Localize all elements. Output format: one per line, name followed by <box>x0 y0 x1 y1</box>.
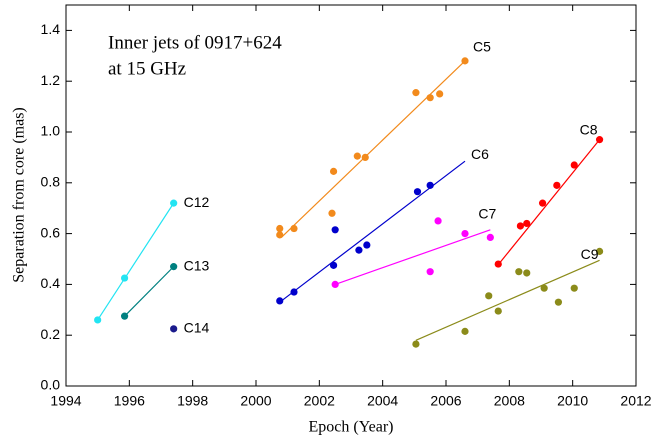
data-point <box>515 268 523 276</box>
fit-line <box>124 266 175 317</box>
data-point <box>523 269 531 277</box>
data-point <box>461 230 469 238</box>
x-tick-label: 2006 <box>430 393 461 409</box>
data-point <box>426 181 434 189</box>
annotation: at 15 GHz <box>108 58 186 79</box>
data-point <box>120 312 129 320</box>
data-point <box>329 261 338 269</box>
data-point <box>570 161 578 169</box>
series-label: C8 <box>580 121 598 137</box>
fit-line <box>280 60 466 238</box>
data-point <box>595 247 604 255</box>
data-point <box>494 260 502 268</box>
x-tick-label: 2002 <box>304 393 335 409</box>
data-point <box>355 246 363 254</box>
data-point <box>570 284 578 292</box>
series-label: C12 <box>184 194 210 210</box>
y-tick-label: 0.0 <box>41 377 61 393</box>
data-point <box>461 57 469 65</box>
data-point <box>94 316 102 324</box>
data-point <box>329 167 338 175</box>
data-point <box>426 268 434 276</box>
data-point <box>434 217 442 225</box>
data-point <box>516 222 525 230</box>
x-tick-label: 1994 <box>50 393 81 409</box>
data-point <box>461 327 469 335</box>
y-tick-label: 0.4 <box>41 275 61 291</box>
data-point <box>412 340 420 348</box>
y-tick-label: 0.2 <box>41 326 61 342</box>
data-point <box>553 181 561 189</box>
x-tick-label: 2008 <box>494 393 525 409</box>
data-point <box>595 136 604 144</box>
data-point <box>363 241 371 249</box>
data-point <box>170 325 178 333</box>
data-point <box>412 89 420 97</box>
data-point <box>170 263 178 271</box>
data-point <box>290 288 298 296</box>
data-point <box>361 153 369 161</box>
data-point <box>290 224 298 233</box>
fit-line <box>415 259 600 341</box>
x-tick-label: 1996 <box>114 393 145 409</box>
data-point <box>120 274 129 282</box>
y-axis-label: Separation from core (mas) <box>11 107 28 282</box>
y-tick-label: 0.6 <box>41 224 61 240</box>
series-label: C9 <box>581 246 599 262</box>
data-point <box>523 219 531 228</box>
series-label: C7 <box>478 205 496 221</box>
series-label: C5 <box>473 39 491 55</box>
data-point <box>436 90 444 98</box>
annotation: Inner jets of 0917+624 <box>108 32 282 53</box>
x-tick-label: 2000 <box>240 393 271 409</box>
series-label: C6 <box>471 146 489 162</box>
data-point <box>540 284 548 292</box>
x-tick-label: 1998 <box>177 393 208 409</box>
data-point <box>353 152 361 160</box>
y-tick-label: 0.8 <box>41 174 61 190</box>
series-label: C13 <box>184 257 210 273</box>
fit-line <box>279 160 466 303</box>
y-tick-label: 1.4 <box>41 21 61 37</box>
data-point <box>494 307 502 315</box>
x-tick-label: 2004 <box>367 393 398 409</box>
y-tick-label: 1.2 <box>41 72 61 88</box>
data-point <box>328 209 336 217</box>
data-point <box>331 226 339 234</box>
data-point <box>413 188 422 196</box>
x-tick-label: 2010 <box>557 393 588 409</box>
x-axis-label: Epoch (Year) <box>308 419 393 436</box>
fit-line <box>97 202 175 321</box>
plot-frame <box>65 4 637 387</box>
data-point <box>538 199 547 207</box>
data-point <box>554 298 563 306</box>
data-point <box>426 94 434 102</box>
data-point <box>485 292 493 300</box>
x-tick-label: 2012 <box>620 393 651 409</box>
data-point <box>276 231 284 239</box>
data-point <box>486 233 494 242</box>
data-point <box>276 224 284 233</box>
fit-line <box>496 139 601 267</box>
data-point <box>276 297 284 305</box>
data-point <box>331 280 339 288</box>
y-tick-label: 1.0 <box>41 123 61 139</box>
series-label: C14 <box>184 320 210 336</box>
data-point <box>170 199 178 207</box>
fit-line <box>334 229 491 285</box>
